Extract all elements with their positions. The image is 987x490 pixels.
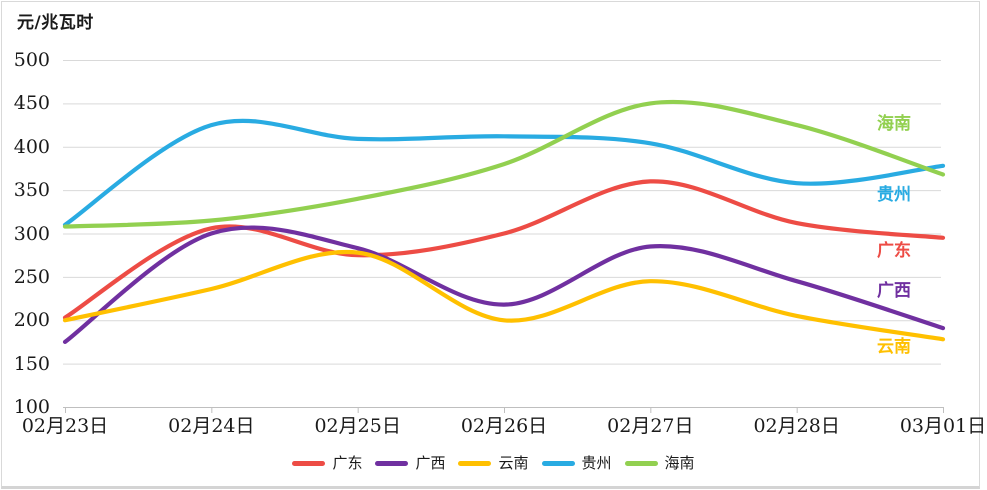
legend-label-guangdong: 广东: [332, 454, 363, 472]
x-tick-label: 02月26日: [460, 415, 548, 437]
series-label-hainan: 海南: [877, 114, 911, 135]
y-tick-label: 300: [13, 222, 50, 245]
legend-swatch-guangdong: [292, 460, 326, 466]
legend-label-hainan: 海南: [664, 454, 695, 472]
y-tick-label: 200: [13, 309, 50, 332]
legend-item-hainan[interactable]: 海南: [624, 453, 695, 473]
y-tick-label: 250: [13, 265, 50, 288]
legend-label-guangxi: 广西: [415, 454, 446, 472]
legend-item-guangdong[interactable]: 广东: [292, 453, 362, 473]
line-guizhou: [62, 118, 946, 227]
y-tick-label: 100: [13, 396, 50, 418]
y-tick-label: 150: [13, 352, 50, 375]
series-label-yunnan: 云南: [877, 337, 911, 358]
series-label-guizhou: 贵州: [877, 185, 911, 206]
series-label-guangxi: 广西: [877, 280, 911, 301]
x-tick-label: 02月25日: [314, 415, 401, 437]
legend-item-guizhou[interactable]: 贵州: [541, 453, 612, 473]
y-tick-label: 350: [13, 179, 50, 202]
legend-label-yunnan: 云南: [498, 454, 529, 472]
legend-swatch-guizhou: [541, 460, 575, 466]
x-tick-label: 02月24日: [168, 415, 255, 437]
line-yunnan: [62, 249, 946, 342]
x-tick-label: 02月23日: [21, 415, 109, 437]
legend: 广东 广西 云南 贵州 海南: [0, 449, 987, 477]
legend-item-yunnan[interactable]: 云南: [458, 453, 529, 473]
series-label-guangdong: 广东: [877, 240, 911, 261]
legend-item-guangxi[interactable]: 广西: [375, 453, 445, 473]
y-tick-label: 400: [13, 135, 50, 158]
legend-swatch-yunnan: [458, 460, 492, 466]
x-tick-label: 02月27日: [607, 415, 694, 437]
x-tick-label: 03月01日: [899, 415, 987, 437]
y-tick-label: 450: [13, 92, 50, 115]
x-tick-label: 02月28日: [753, 415, 840, 437]
line-guangdong: [62, 179, 946, 320]
chart-title: 元/兆瓦时: [17, 13, 94, 33]
legend-label-guizhou: 贵州: [581, 454, 612, 472]
legend-swatch-guangxi: [375, 460, 409, 466]
legend-swatch-hainan: [624, 460, 658, 466]
line-hainan: [62, 99, 946, 229]
y-tick-label: 500: [13, 49, 50, 71]
line-guangxi: [62, 225, 946, 345]
